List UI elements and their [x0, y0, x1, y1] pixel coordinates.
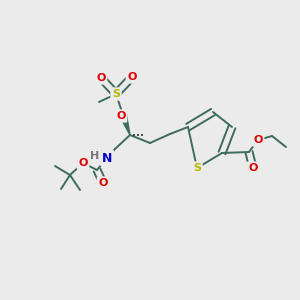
Text: O: O	[253, 135, 263, 145]
Text: O: O	[78, 158, 88, 168]
Text: O: O	[116, 111, 126, 121]
Text: •••: •••	[132, 133, 144, 139]
Polygon shape	[120, 114, 130, 135]
Text: S: S	[112, 89, 120, 99]
Text: O: O	[96, 73, 106, 83]
Text: O: O	[127, 72, 137, 82]
Text: O: O	[98, 178, 108, 188]
Text: N: N	[102, 152, 112, 164]
Text: O: O	[248, 163, 258, 173]
Text: H: H	[90, 151, 100, 161]
Text: S: S	[193, 163, 201, 173]
